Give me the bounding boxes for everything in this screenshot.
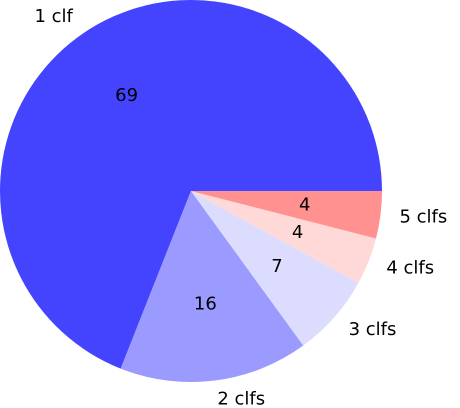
slice-label: 1 clf — [34, 6, 73, 27]
pie-slice — [191, 191, 376, 284]
pie-slice — [120, 191, 304, 383]
value-label: 16 — [194, 294, 217, 315]
slice-label: 5 clfs — [399, 206, 447, 227]
value-label: 7 — [271, 256, 282, 277]
slice-label: 2 clfs — [217, 388, 265, 408]
slice-label: 3 clfs — [349, 319, 397, 340]
value-label: 69 — [115, 85, 138, 106]
value-label: 4 — [292, 222, 303, 243]
slice-label: 4 clfs — [386, 257, 434, 278]
value-label: 4 — [299, 194, 310, 215]
pie-slice — [0, 0, 383, 369]
pie-slice — [191, 191, 359, 346]
pie-slice — [191, 191, 382, 239]
